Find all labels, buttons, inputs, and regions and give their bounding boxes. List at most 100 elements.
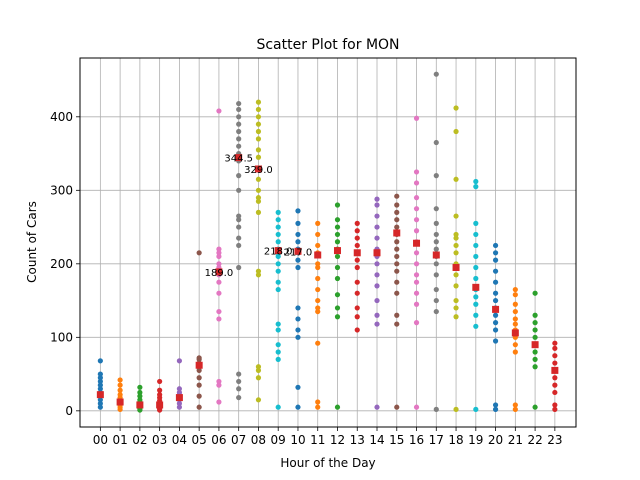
data-point [473, 264, 479, 271]
data-point [97, 375, 103, 381]
data-point [295, 257, 301, 263]
data-point [354, 279, 360, 285]
data-point [354, 235, 360, 241]
data-point [492, 338, 499, 344]
data-point [374, 261, 380, 267]
data-point [236, 264, 242, 271]
data-point [512, 349, 518, 355]
data-point [433, 261, 439, 267]
data-point [492, 320, 499, 326]
data-point [334, 275, 341, 282]
mean-marker [136, 401, 144, 409]
data-point [295, 231, 301, 238]
data-point [236, 187, 242, 193]
data-point [354, 257, 360, 263]
data-point [295, 327, 301, 333]
data-point [255, 209, 262, 215]
data-point [315, 340, 321, 346]
x-axis-label: Hour of the Day [280, 456, 375, 470]
data-point [315, 297, 321, 304]
data-point [413, 279, 420, 285]
data-point [532, 334, 538, 340]
data-point [275, 356, 281, 362]
data-point [255, 99, 262, 105]
data-point [275, 268, 281, 274]
data-point [295, 305, 301, 311]
data-point [532, 349, 538, 355]
x-tick-label: 20 [488, 433, 503, 447]
data-point [295, 384, 301, 390]
data-point [117, 377, 123, 383]
mean-marker [432, 251, 440, 259]
y-tick-label: 400 [50, 110, 73, 124]
data-point [433, 272, 439, 278]
data-point [492, 297, 499, 304]
data-point [354, 242, 360, 249]
data-point [374, 213, 380, 219]
mean-annotation: 189.0 [205, 268, 234, 279]
mean-marker [531, 341, 539, 349]
data-point [532, 356, 538, 362]
data-point [413, 320, 420, 326]
x-tick-label: 16 [409, 433, 424, 447]
data-point [255, 121, 262, 127]
data-point [315, 404, 321, 410]
data-point [216, 108, 222, 114]
data-point [275, 342, 281, 348]
data-point [334, 202, 341, 208]
mean-marker [156, 401, 164, 409]
data-point [275, 321, 281, 327]
data-point [275, 217, 281, 223]
data-point [492, 312, 499, 318]
data-point [236, 224, 242, 230]
data-point [552, 406, 558, 412]
data-point [137, 393, 143, 399]
data-point [394, 239, 400, 245]
data-point [275, 327, 281, 333]
data-point [255, 147, 262, 153]
data-point [374, 196, 380, 202]
data-point [157, 387, 163, 393]
x-tick-label: 05 [192, 433, 207, 447]
mean-marker [393, 229, 401, 237]
data-point [196, 393, 202, 399]
data-point [433, 286, 439, 293]
data-point [394, 321, 400, 327]
data-point [275, 224, 281, 230]
data-point [295, 220, 301, 226]
data-point [492, 279, 499, 285]
data-point [97, 404, 103, 410]
data-point [552, 340, 558, 346]
data-point [394, 209, 400, 215]
data-point [394, 404, 400, 410]
grid-lines [80, 58, 576, 427]
data-point [374, 224, 380, 230]
mean-marker [195, 361, 203, 369]
data-point [394, 246, 400, 252]
data-point [473, 231, 479, 238]
mean-marker [492, 305, 500, 313]
data-point [492, 406, 499, 412]
data-point [216, 382, 222, 388]
data-point [473, 406, 479, 412]
mean-marker [373, 249, 381, 257]
x-tick-label: 10 [290, 433, 305, 447]
data-point [413, 206, 420, 212]
data-point [196, 250, 202, 256]
data-point [453, 128, 459, 135]
data-point [295, 316, 301, 322]
data-point [236, 242, 242, 249]
data-point [413, 115, 420, 121]
data-point [236, 173, 242, 179]
x-tick-label: 11 [310, 433, 325, 447]
data-point [453, 297, 459, 304]
data-point [236, 106, 242, 113]
data-point [255, 375, 262, 381]
data-point [97, 378, 103, 385]
data-point [374, 235, 380, 241]
data-point [97, 358, 103, 364]
data-points [97, 71, 558, 413]
data-point [374, 312, 380, 318]
data-point [374, 202, 380, 208]
